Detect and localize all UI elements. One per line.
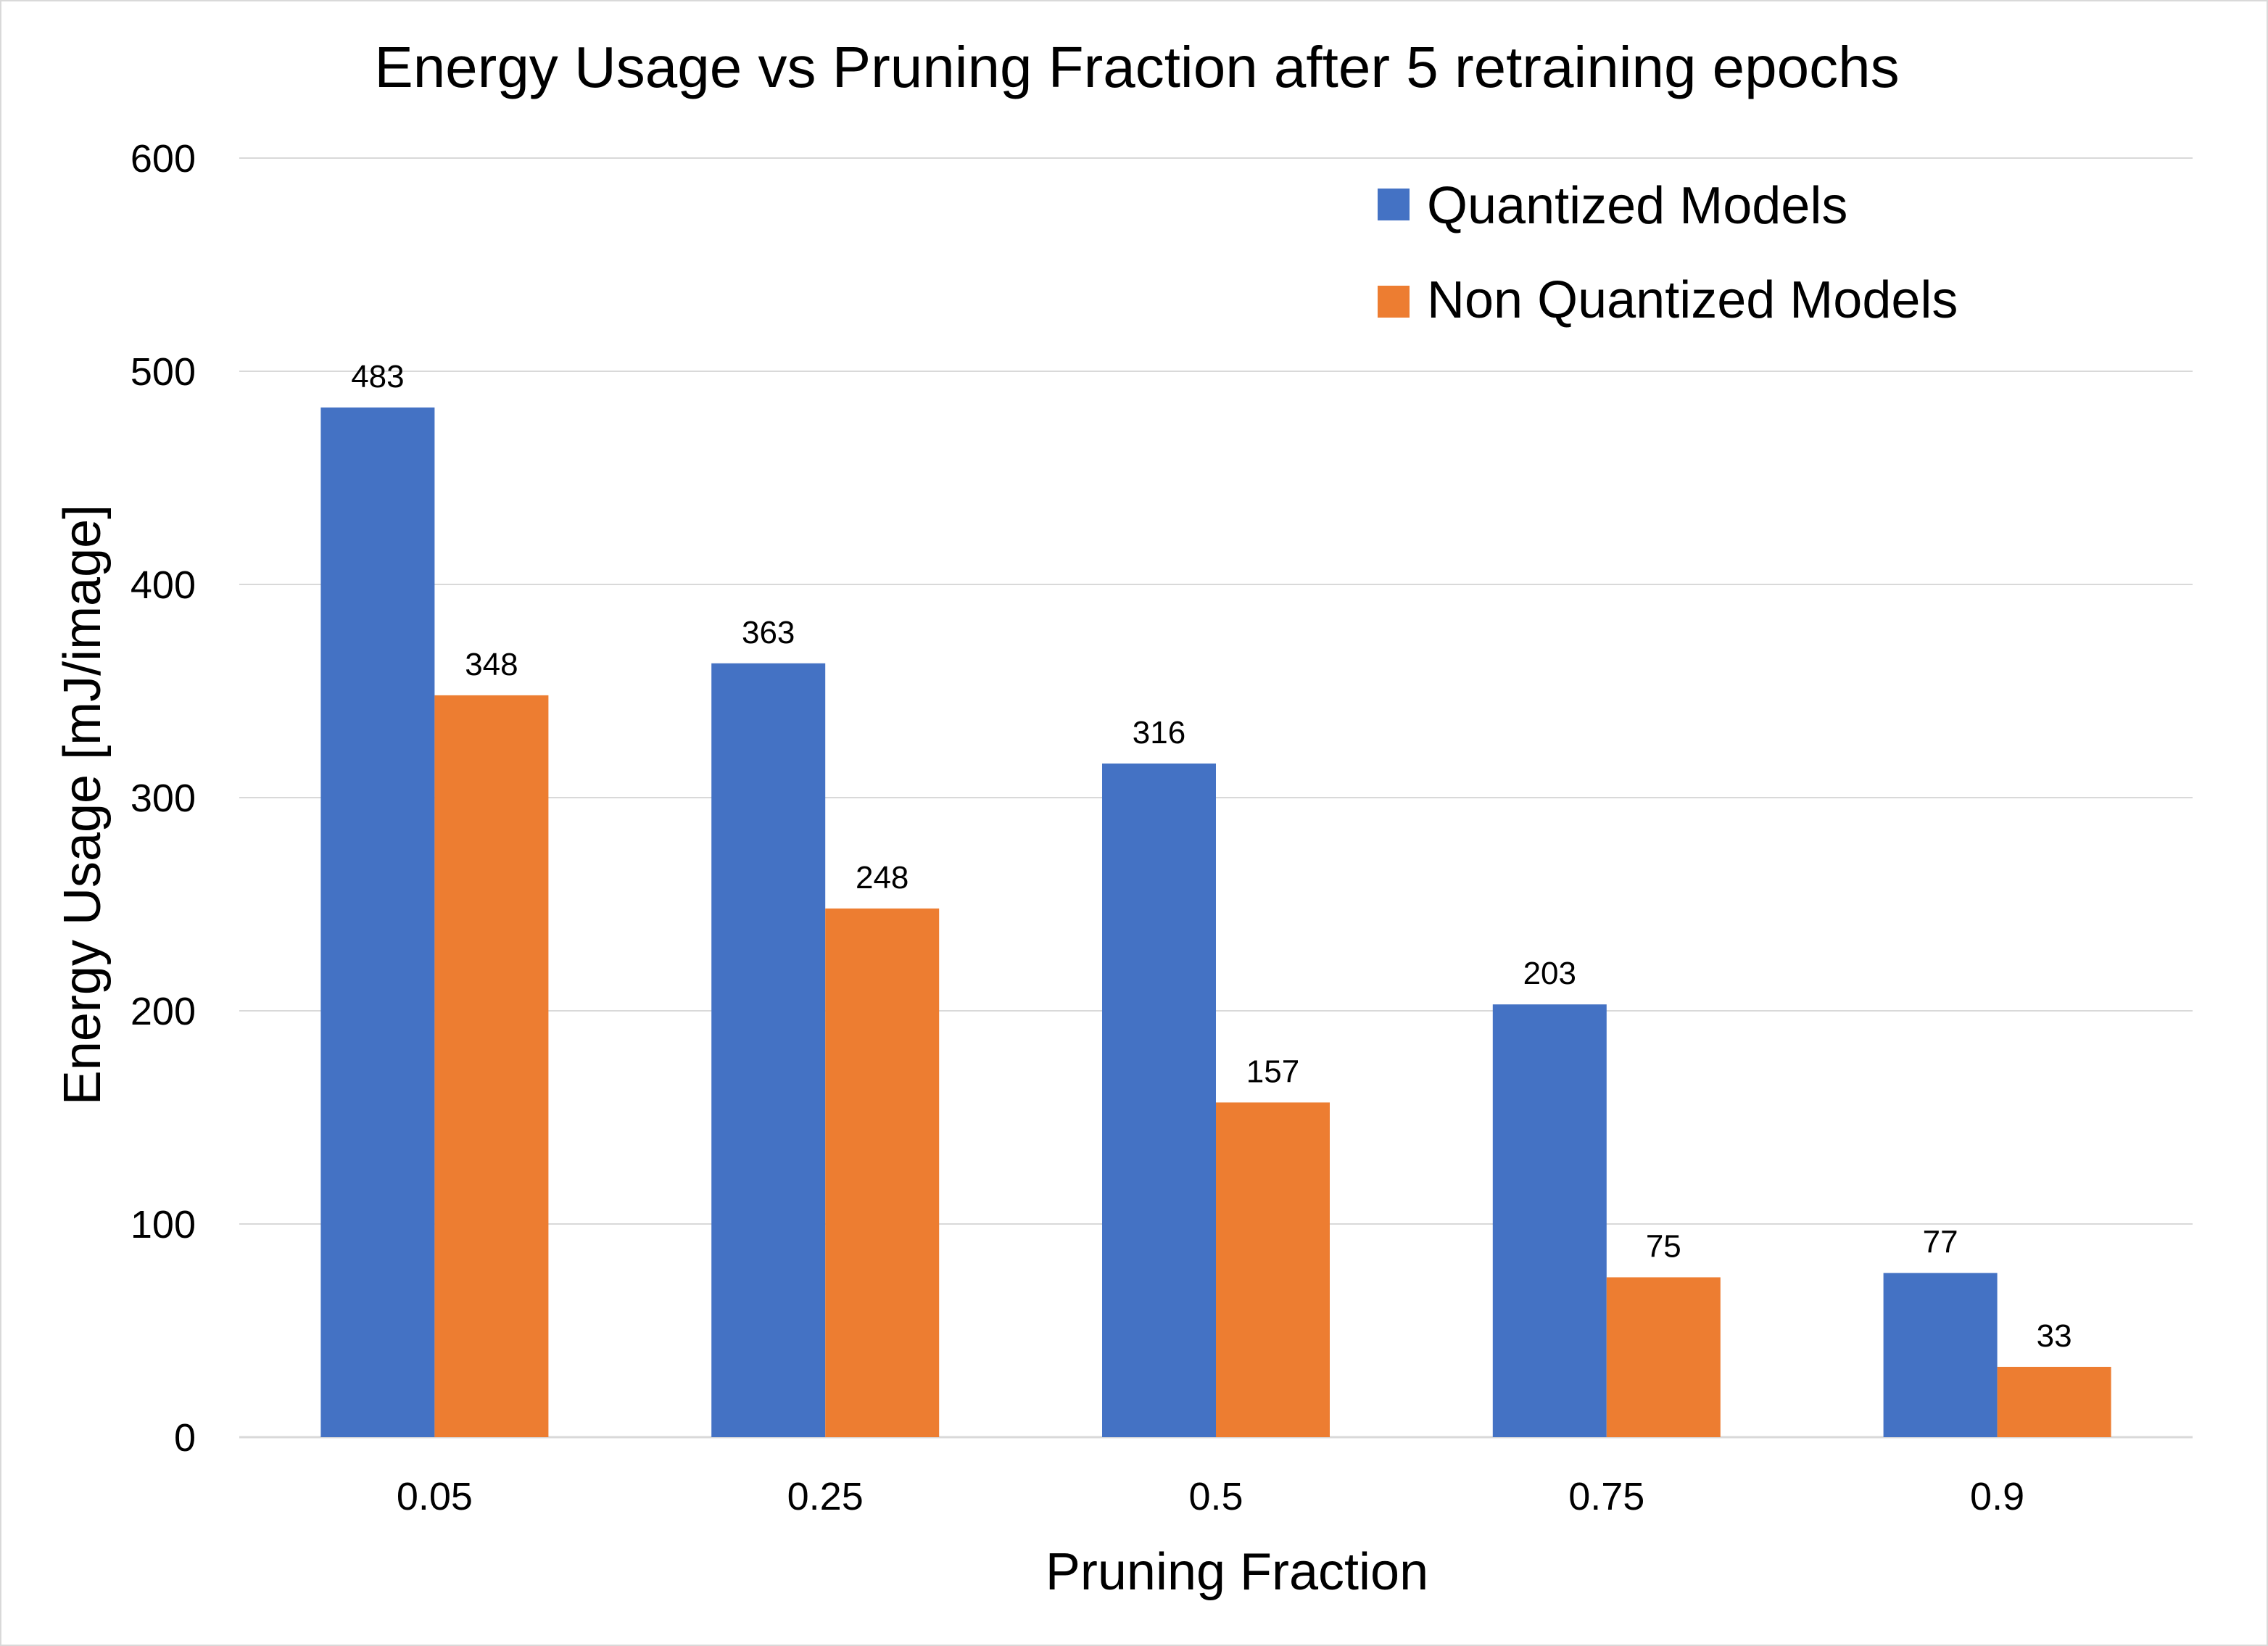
bar-quantized-0.5 [1102,763,1216,1437]
bar-quantized-0.9 [1883,1273,1998,1437]
bar-quantized-0.05 [320,407,435,1437]
data-label-quantized-0.25: 363 [742,615,795,650]
legend-swatch-quantized [1378,189,1410,220]
gridlines [239,157,2193,1439]
legend-label-non-quantized: Non Quantized Models [1427,271,1958,329]
bar-non-quantized-0.75 [1606,1277,1721,1437]
bar-non-quantized-0.25 [825,908,940,1437]
y-tick-label-300: 300 [131,777,196,820]
data-label-quantized-0.05: 483 [351,359,404,394]
y-tick-label-400: 400 [131,563,196,607]
y-tick-label-0: 0 [174,1416,196,1460]
data-label-non-quantized-0.05: 348 [465,647,518,682]
bar-quantized-0.75 [1492,1004,1607,1437]
bar-non-quantized-0.9 [1997,1366,2111,1437]
x-tick-label-0.5: 0.5 [1188,1475,1243,1518]
x-tick-label-0.9: 0.9 [1970,1475,2024,1518]
chart-title: Energy Usage vs Pruning Fraction after 5… [374,35,1899,99]
data-label-quantized-0.5: 316 [1133,715,1185,750]
x-axis-title: Pruning Fraction [1046,1543,1428,1601]
y-axis-ticks: 0 100 200 300 400 500 600 [131,137,196,1460]
y-tick-label-200: 200 [131,990,196,1033]
y-tick-label-500: 500 [131,350,196,394]
x-tick-label-0.75: 0.75 [1568,1475,1644,1518]
data-label-non-quantized-0.5: 157 [1246,1054,1299,1089]
legend-label-quantized: Quantized Models [1427,177,1847,235]
data-label-non-quantized-0.25: 248 [856,860,909,896]
bar-non-quantized-0.05 [434,695,549,1437]
x-tick-label-0.05: 0.05 [397,1475,473,1518]
data-label-quantized-0.75: 203 [1523,956,1576,991]
y-tick-label-100: 100 [131,1203,196,1246]
data-label-non-quantized-0.9: 33 [2037,1318,2072,1354]
y-tick-label-600: 600 [131,137,196,181]
x-axis-ticks: 0.05 0.25 0.5 0.75 0.9 [397,1475,2024,1518]
data-label-non-quantized-0.75: 75 [1646,1229,1681,1265]
data-labels: 483 348 363 248 316 157 203 75 77 33 [351,359,2072,1354]
legend-swatch-non-quantized [1378,286,1410,318]
y-axis-title: Energy Usage [mJ/image] [54,505,112,1105]
bars [320,407,2111,1437]
bar-non-quantized-0.5 [1216,1102,1330,1437]
bar-quantized-0.25 [711,663,826,1437]
x-tick-label-0.25: 0.25 [787,1475,864,1518]
legend: Quantized Models Non Quantized Models [1378,177,1958,329]
data-label-quantized-0.9: 77 [1923,1225,1958,1260]
